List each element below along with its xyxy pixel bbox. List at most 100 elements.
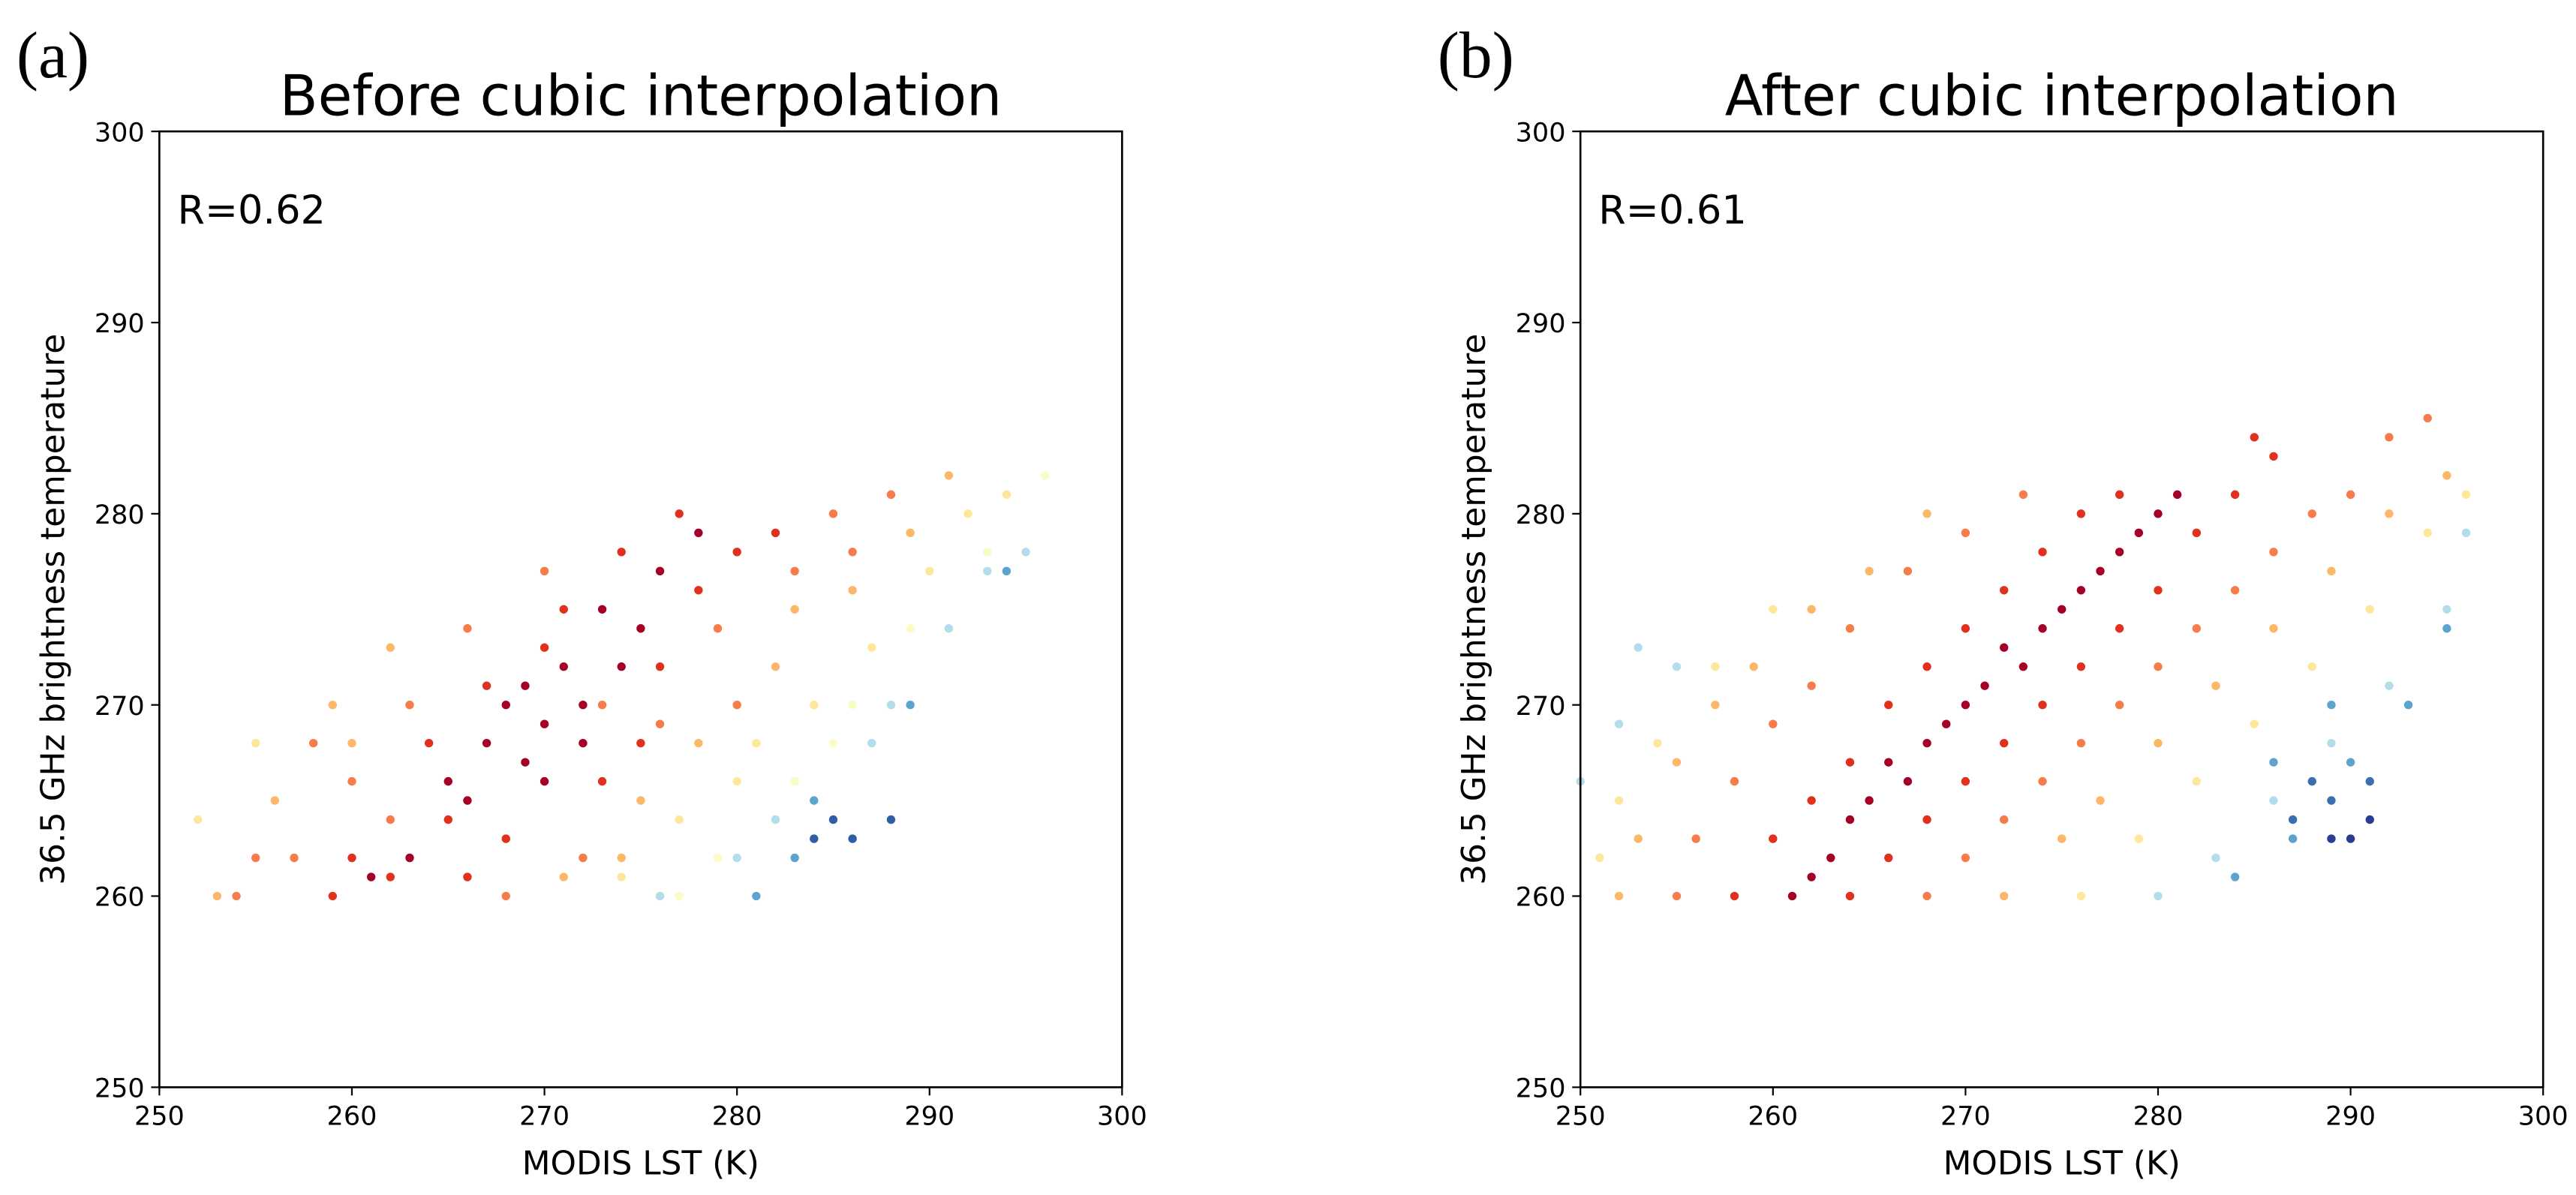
point: [771, 815, 780, 824]
point: [2365, 776, 2374, 786]
point: [443, 776, 452, 786]
point: [2250, 433, 2259, 442]
point: [540, 566, 549, 575]
point: [732, 853, 741, 863]
point: [2211, 853, 2220, 863]
point: [828, 509, 838, 518]
point: [1614, 891, 1624, 901]
x-tick-label: 300: [1097, 1101, 1147, 1132]
point: [443, 815, 452, 824]
x-tick-label: 260: [1748, 1101, 1798, 1132]
point: [790, 853, 799, 863]
point: [1614, 719, 1624, 728]
point: [2192, 776, 2202, 786]
point: [1634, 643, 1643, 652]
point: [579, 853, 588, 863]
point: [675, 509, 684, 518]
point: [212, 891, 222, 901]
point: [2000, 891, 2009, 901]
point: [1769, 834, 1778, 843]
point: [1922, 891, 1931, 901]
point: [579, 700, 588, 710]
point: [1807, 605, 1816, 614]
point: [906, 700, 915, 710]
point: [1672, 662, 1682, 671]
point: [270, 796, 280, 805]
point: [386, 872, 395, 881]
point: [2038, 776, 2047, 786]
point: [810, 700, 819, 710]
point: [2365, 605, 2374, 614]
point: [1691, 834, 1700, 843]
x-tick-label: 290: [2325, 1101, 2376, 1132]
point: [1961, 624, 1970, 633]
point: [366, 872, 376, 881]
point: [886, 700, 896, 710]
point: [655, 891, 665, 901]
point: [328, 891, 338, 901]
point: [2288, 815, 2298, 824]
point: [655, 662, 665, 671]
point: [694, 738, 703, 748]
y-tick-label: 300: [95, 117, 145, 148]
point: [2134, 528, 2144, 538]
point: [2115, 624, 2124, 633]
point: [2192, 528, 2202, 538]
point: [2442, 605, 2451, 614]
point: [2000, 815, 2009, 824]
point: [521, 758, 530, 767]
point: [2269, 452, 2278, 461]
y-tick-label: 280: [95, 500, 145, 530]
point: [810, 834, 819, 843]
x-tick-label: 270: [519, 1101, 570, 1132]
point: [2192, 624, 2202, 633]
point: [1730, 891, 1739, 901]
point: [2269, 624, 2278, 633]
point: [2096, 796, 2105, 805]
point: [732, 548, 741, 557]
point: [2134, 834, 2144, 843]
point: [2038, 700, 2047, 710]
point: [2154, 586, 2163, 595]
point: [2442, 624, 2451, 633]
point: [1942, 719, 1951, 728]
point: [1903, 566, 1913, 575]
point: [1730, 776, 1739, 786]
plot-frame: [158, 130, 1123, 1088]
point: [1961, 528, 1970, 538]
point: [944, 624, 954, 633]
panel-label: (b): [1438, 19, 1514, 92]
point: [1002, 566, 1011, 575]
point: [2230, 586, 2240, 595]
point: [232, 891, 241, 901]
point: [906, 624, 915, 633]
point: [1826, 853, 1835, 863]
y-tick-label: 270: [95, 691, 145, 722]
point: [540, 719, 549, 728]
point: [1922, 738, 1931, 748]
point: [2346, 490, 2355, 500]
x-tick-label: 250: [134, 1101, 185, 1132]
x-axis-label: MODIS LST (K): [522, 1144, 759, 1182]
y-tick-label: 290: [95, 308, 145, 339]
y-axis-label: 36.5 GHz brightness temperature: [1455, 334, 1493, 885]
point: [1787, 891, 1797, 901]
point: [1749, 662, 1758, 671]
point: [636, 624, 645, 633]
y-tick-label: 280: [1516, 500, 1566, 530]
point: [944, 471, 954, 480]
point: [694, 528, 703, 538]
chart-title: After cubic interpolation: [1725, 63, 2399, 128]
point: [713, 853, 723, 863]
point: [1961, 853, 1970, 863]
y-tick-label: 250: [95, 1073, 145, 1104]
point: [463, 872, 472, 881]
point: [848, 586, 857, 595]
point: [963, 509, 972, 518]
point: [1865, 796, 1874, 805]
point: [540, 643, 549, 652]
point: [1653, 738, 1662, 748]
point: [347, 853, 356, 863]
point: [2154, 662, 2163, 671]
